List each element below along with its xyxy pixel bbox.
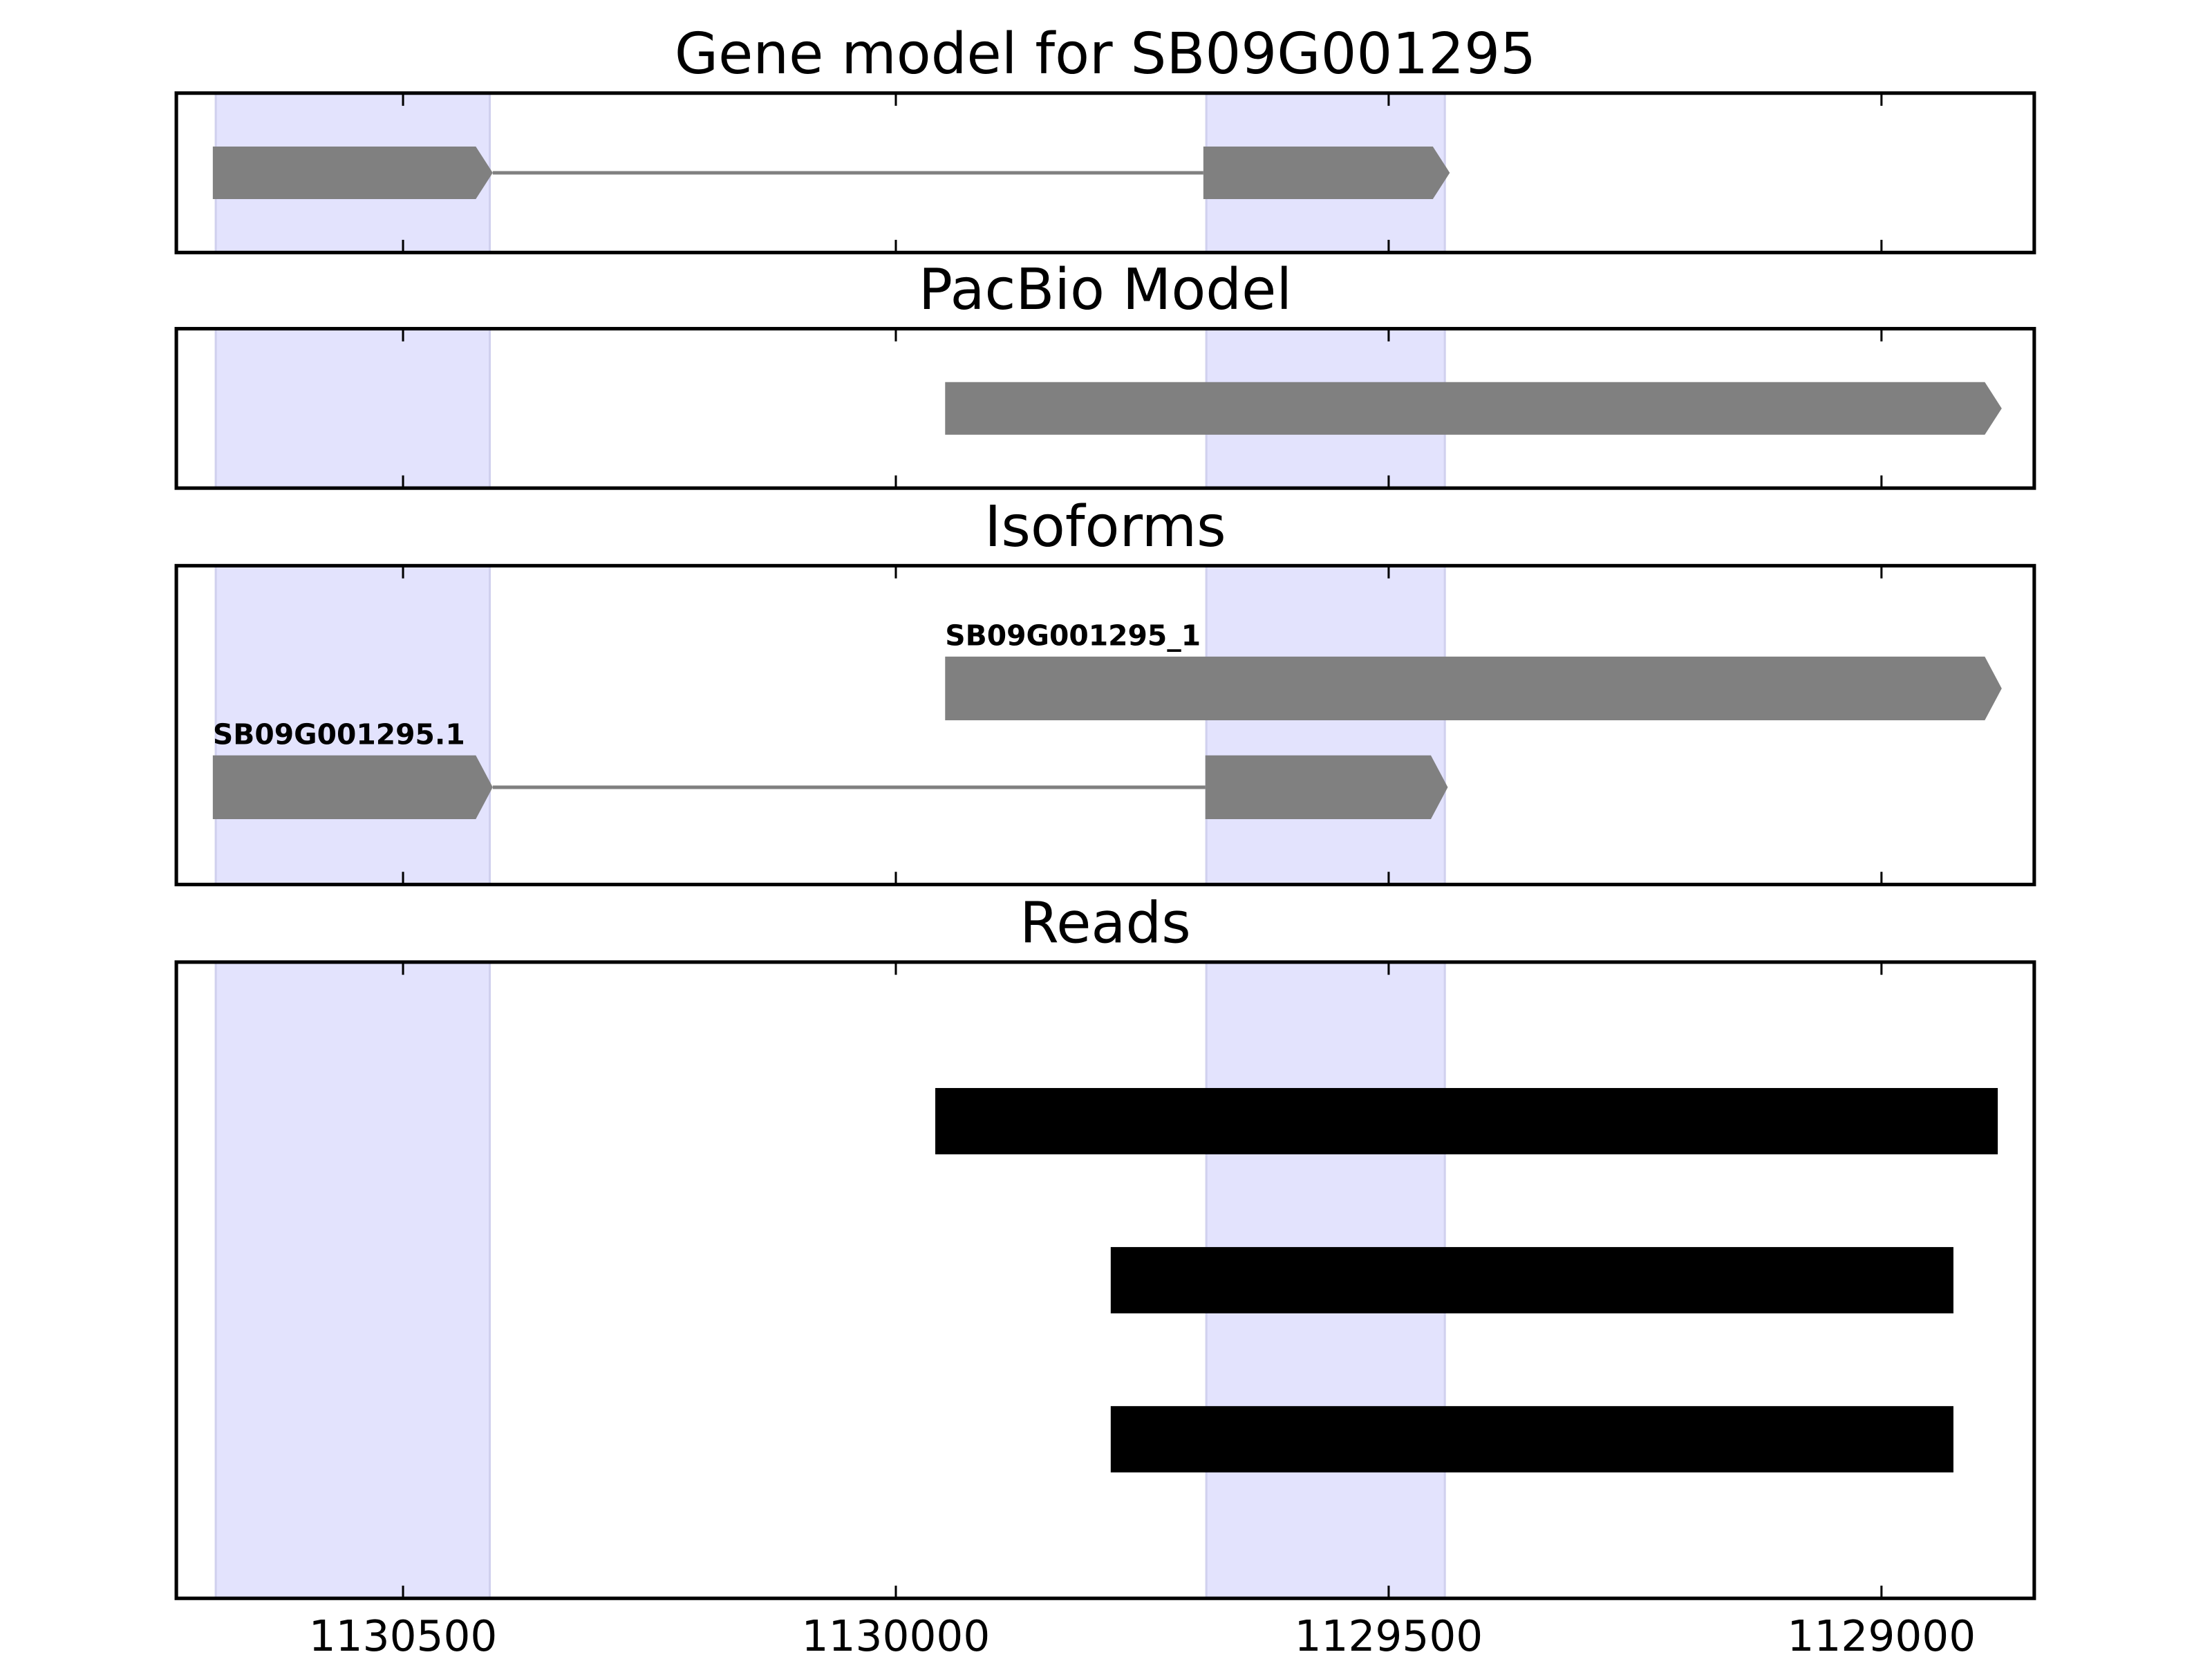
panel-frame [174,563,2036,887]
isoform-label: SB09G001295.1 [213,718,465,751]
read [1110,1247,1953,1313]
x-tick-label: 1129000 [1788,1612,1976,1659]
exon [1205,755,1448,820]
exon [1203,146,1450,200]
x-tick-label: 1130000 [802,1612,991,1659]
highlight [214,564,491,886]
exon [212,755,493,820]
x-tick-label: 1130500 [309,1612,498,1659]
x-tick-label: 1129500 [1295,1612,1483,1659]
panel-title: PacBio Model [919,257,1292,323]
read [1110,1406,1953,1473]
panel-frame [174,960,2036,1600]
panel-title: Isoforms [984,494,1226,560]
exon [212,146,493,200]
panel-frame [174,326,2036,490]
panel-frame [174,91,2036,254]
highlight [1205,564,1446,886]
highlight [214,327,491,489]
exon [945,382,2002,435]
highlight [214,961,491,1600]
exon [945,656,2002,721]
isoform-label: SB09G001295_1 [945,619,1201,652]
panel-title: Gene model for SB09G001295 [675,21,1536,87]
panel-title: Reads [1020,890,1191,956]
read [935,1087,1998,1154]
